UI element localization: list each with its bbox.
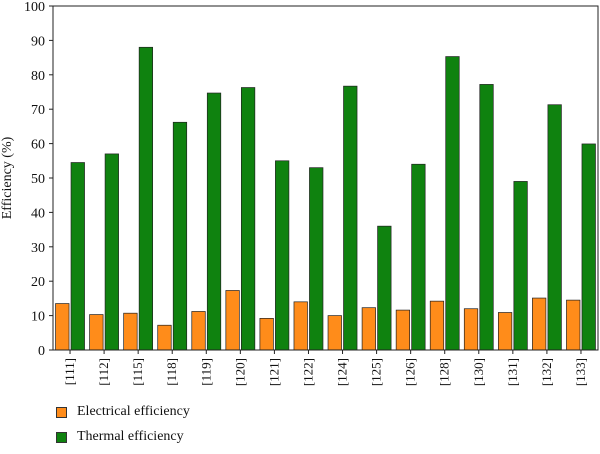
bar-electrical bbox=[89, 314, 104, 351]
bar-electrical bbox=[157, 324, 172, 351]
x-tick-label: [122] bbox=[300, 358, 315, 386]
bar-electrical bbox=[497, 312, 513, 351]
y-tick-label: 20 bbox=[31, 275, 45, 290]
x-tick-label: [119] bbox=[198, 358, 213, 386]
legend: Electrical efficiency Thermal efficiency bbox=[56, 404, 190, 454]
bar-electrical bbox=[463, 308, 479, 351]
bar-electrical bbox=[361, 307, 376, 351]
x-tick-label: [121] bbox=[266, 358, 281, 386]
bar-electrical bbox=[532, 297, 547, 351]
bar-electrical bbox=[191, 311, 206, 351]
bar-thermal bbox=[513, 181, 528, 351]
bar-thermal bbox=[172, 121, 188, 351]
x-tick-label: [120] bbox=[232, 358, 247, 386]
bar-thermal bbox=[581, 143, 596, 351]
bar-thermal bbox=[206, 92, 222, 351]
x-axis-ticks: [111] [112] [115] [118] [119] [120] [121] [122]… bbox=[62, 350, 588, 386]
y-tick-label: 0 bbox=[38, 344, 45, 359]
bar-electrical bbox=[225, 290, 240, 351]
y-tick-label: 80 bbox=[31, 69, 45, 84]
bar-thermal bbox=[275, 160, 290, 351]
legend-swatch-electrical bbox=[56, 406, 67, 418]
legend-item-thermal: Thermal efficiency bbox=[56, 429, 190, 445]
y-tick-label: 60 bbox=[31, 138, 45, 153]
bar-electrical bbox=[293, 301, 308, 351]
x-tick-label: [130] bbox=[471, 358, 486, 386]
y-tick-label: 30 bbox=[31, 241, 45, 256]
bar-thermal bbox=[70, 162, 85, 351]
x-tick-label: [111] bbox=[62, 358, 77, 385]
efficiency-bar-chart: Efficiency (%) 0 10 20 30 40 50 60 70 80 90 100 [1… bbox=[0, 0, 599, 386]
x-tick-label: [115] bbox=[130, 358, 145, 386]
bar-thermal bbox=[479, 84, 494, 351]
plot-frame bbox=[52, 5, 599, 351]
x-tick-label: [112] bbox=[96, 358, 111, 386]
y-tick-label: 70 bbox=[31, 103, 45, 118]
legend-item-electrical: Electrical efficiency bbox=[56, 404, 190, 420]
bar-electrical bbox=[566, 299, 581, 351]
y-tick-label: 10 bbox=[31, 310, 45, 325]
legend-swatch-thermal bbox=[56, 431, 67, 443]
bar-thermal bbox=[411, 163, 426, 351]
y-tick-label: 50 bbox=[31, 172, 45, 187]
x-tick-label: [126] bbox=[403, 358, 418, 386]
bar-thermal bbox=[445, 56, 460, 351]
bar-electrical bbox=[259, 318, 274, 351]
x-tick-label: [125] bbox=[369, 358, 384, 386]
y-tick-label: 40 bbox=[31, 206, 45, 221]
y-tick-label: 90 bbox=[31, 34, 45, 49]
bar-thermal bbox=[547, 104, 562, 351]
x-tick-label: [132] bbox=[539, 358, 554, 386]
bar-thermal bbox=[138, 46, 154, 351]
bar-thermal bbox=[309, 167, 324, 351]
bars bbox=[55, 46, 596, 351]
y-axis-label: Efficiency (%) bbox=[0, 136, 15, 219]
x-tick-label: [128] bbox=[437, 358, 452, 386]
x-tick-label: [133] bbox=[573, 358, 588, 386]
legend-label-thermal: Thermal efficiency bbox=[77, 429, 184, 444]
legend-label-electrical: Electrical efficiency bbox=[77, 404, 190, 419]
x-tick-label: [131] bbox=[505, 358, 520, 386]
x-tick-label: [124] bbox=[335, 358, 350, 386]
bar-electrical bbox=[429, 300, 445, 351]
bar-thermal bbox=[104, 153, 119, 351]
bar-thermal bbox=[240, 87, 256, 351]
y-tick-label: 100 bbox=[24, 0, 45, 15]
x-tick-label: [118] bbox=[164, 358, 179, 386]
bar-electrical bbox=[395, 309, 411, 351]
bar-electrical bbox=[123, 312, 138, 351]
bar-electrical bbox=[327, 315, 342, 351]
y-axis-ticks: 0 10 20 30 40 50 60 70 80 90 100 bbox=[24, 0, 53, 359]
bar-thermal bbox=[377, 225, 392, 351]
bar-electrical bbox=[55, 303, 70, 351]
bar-thermal bbox=[343, 85, 358, 351]
